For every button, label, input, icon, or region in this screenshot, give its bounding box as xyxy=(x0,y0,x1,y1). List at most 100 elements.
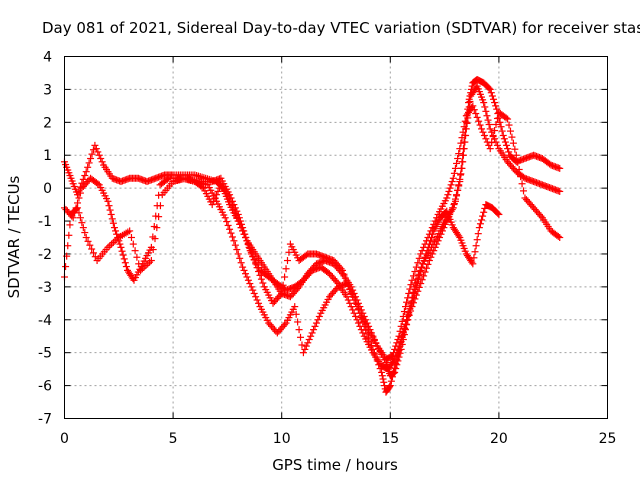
data-point xyxy=(485,121,493,129)
data-point xyxy=(428,250,436,258)
y-tick-label: 3 xyxy=(43,82,52,98)
y-tick-label: 4 xyxy=(43,50,52,66)
data-point xyxy=(485,84,493,92)
data-point xyxy=(451,197,459,205)
data-point xyxy=(482,135,490,143)
data-point xyxy=(88,245,96,253)
data-point xyxy=(486,125,494,133)
data-point xyxy=(92,145,100,153)
data-point xyxy=(443,194,451,202)
data-point xyxy=(109,219,117,227)
data-point xyxy=(380,378,388,386)
data-point xyxy=(238,220,246,228)
data-point xyxy=(461,117,469,125)
data-point xyxy=(294,318,302,326)
chart-title: Day 081 of 2021, Sidereal Day-to-day VTE… xyxy=(42,19,640,37)
x-tick-label: 20 xyxy=(490,431,508,447)
data-point xyxy=(478,125,486,133)
data-point xyxy=(403,298,411,306)
data-point xyxy=(350,309,358,317)
data-point xyxy=(129,240,137,248)
data-point xyxy=(500,135,508,143)
data-point xyxy=(460,123,468,131)
data-point xyxy=(255,299,263,307)
data-point xyxy=(236,217,244,225)
data-point xyxy=(469,102,477,110)
data-point xyxy=(517,173,525,181)
data-point xyxy=(402,320,410,328)
data-point xyxy=(347,303,355,311)
data-point xyxy=(354,319,362,327)
data-point xyxy=(420,272,428,280)
data-point xyxy=(78,219,86,227)
data-point xyxy=(299,349,307,357)
data-point xyxy=(392,352,400,360)
data-point xyxy=(509,139,517,147)
data-point xyxy=(511,145,519,153)
data-point xyxy=(346,286,354,294)
data-point xyxy=(108,215,116,223)
data-point xyxy=(453,192,461,200)
data-point xyxy=(237,259,245,267)
data-point xyxy=(399,328,407,336)
data-point xyxy=(458,164,466,172)
data-point xyxy=(448,178,456,186)
data-point xyxy=(155,213,163,221)
x-tick-label: 5 xyxy=(169,431,178,447)
data-point xyxy=(301,345,309,353)
data-point xyxy=(122,263,130,271)
data-point xyxy=(406,305,414,313)
series-track-2 xyxy=(61,82,564,396)
data-point xyxy=(489,95,497,103)
data-point xyxy=(94,180,102,188)
x-tick-label: 10 xyxy=(273,431,291,447)
data-point xyxy=(109,238,117,246)
data-point xyxy=(236,254,244,262)
data-point xyxy=(443,217,451,225)
data-point xyxy=(308,329,316,337)
data-point xyxy=(223,218,231,226)
data-point xyxy=(135,260,143,268)
data-point xyxy=(422,250,430,258)
data-point xyxy=(458,134,466,142)
data-point xyxy=(419,260,427,268)
y-axis-label: SDTVAR / TECUs xyxy=(5,175,23,298)
data-point xyxy=(352,312,360,320)
grid xyxy=(64,56,608,419)
data-point xyxy=(434,237,442,245)
data-point xyxy=(311,322,319,330)
data-point xyxy=(74,204,82,212)
data-point xyxy=(281,321,289,329)
data-point xyxy=(472,242,480,250)
data-point xyxy=(127,234,135,241)
data-point xyxy=(86,241,94,249)
data-point xyxy=(75,194,83,202)
data-point xyxy=(346,299,354,307)
data-point xyxy=(433,240,441,248)
data-point xyxy=(396,339,404,347)
data-point xyxy=(108,240,116,248)
data-point xyxy=(89,249,97,257)
data-point xyxy=(508,133,516,141)
data-point xyxy=(126,227,134,235)
data-point xyxy=(343,278,351,286)
y-tick-label: -1 xyxy=(38,214,52,230)
data-point xyxy=(473,236,481,244)
data-point xyxy=(163,175,171,183)
data-point xyxy=(398,332,406,340)
data-point xyxy=(436,234,444,241)
data-point xyxy=(456,145,464,153)
data-point xyxy=(224,221,232,229)
data-point xyxy=(246,280,254,288)
data-point xyxy=(474,230,482,238)
data-point xyxy=(230,201,238,209)
data-point xyxy=(276,291,284,299)
data-point xyxy=(240,266,248,274)
data-point xyxy=(499,131,507,139)
data-point xyxy=(282,265,290,273)
data-point xyxy=(117,243,125,251)
data-point xyxy=(66,221,74,229)
data-point xyxy=(235,214,243,222)
data-point xyxy=(310,326,318,334)
data-point xyxy=(393,349,401,357)
